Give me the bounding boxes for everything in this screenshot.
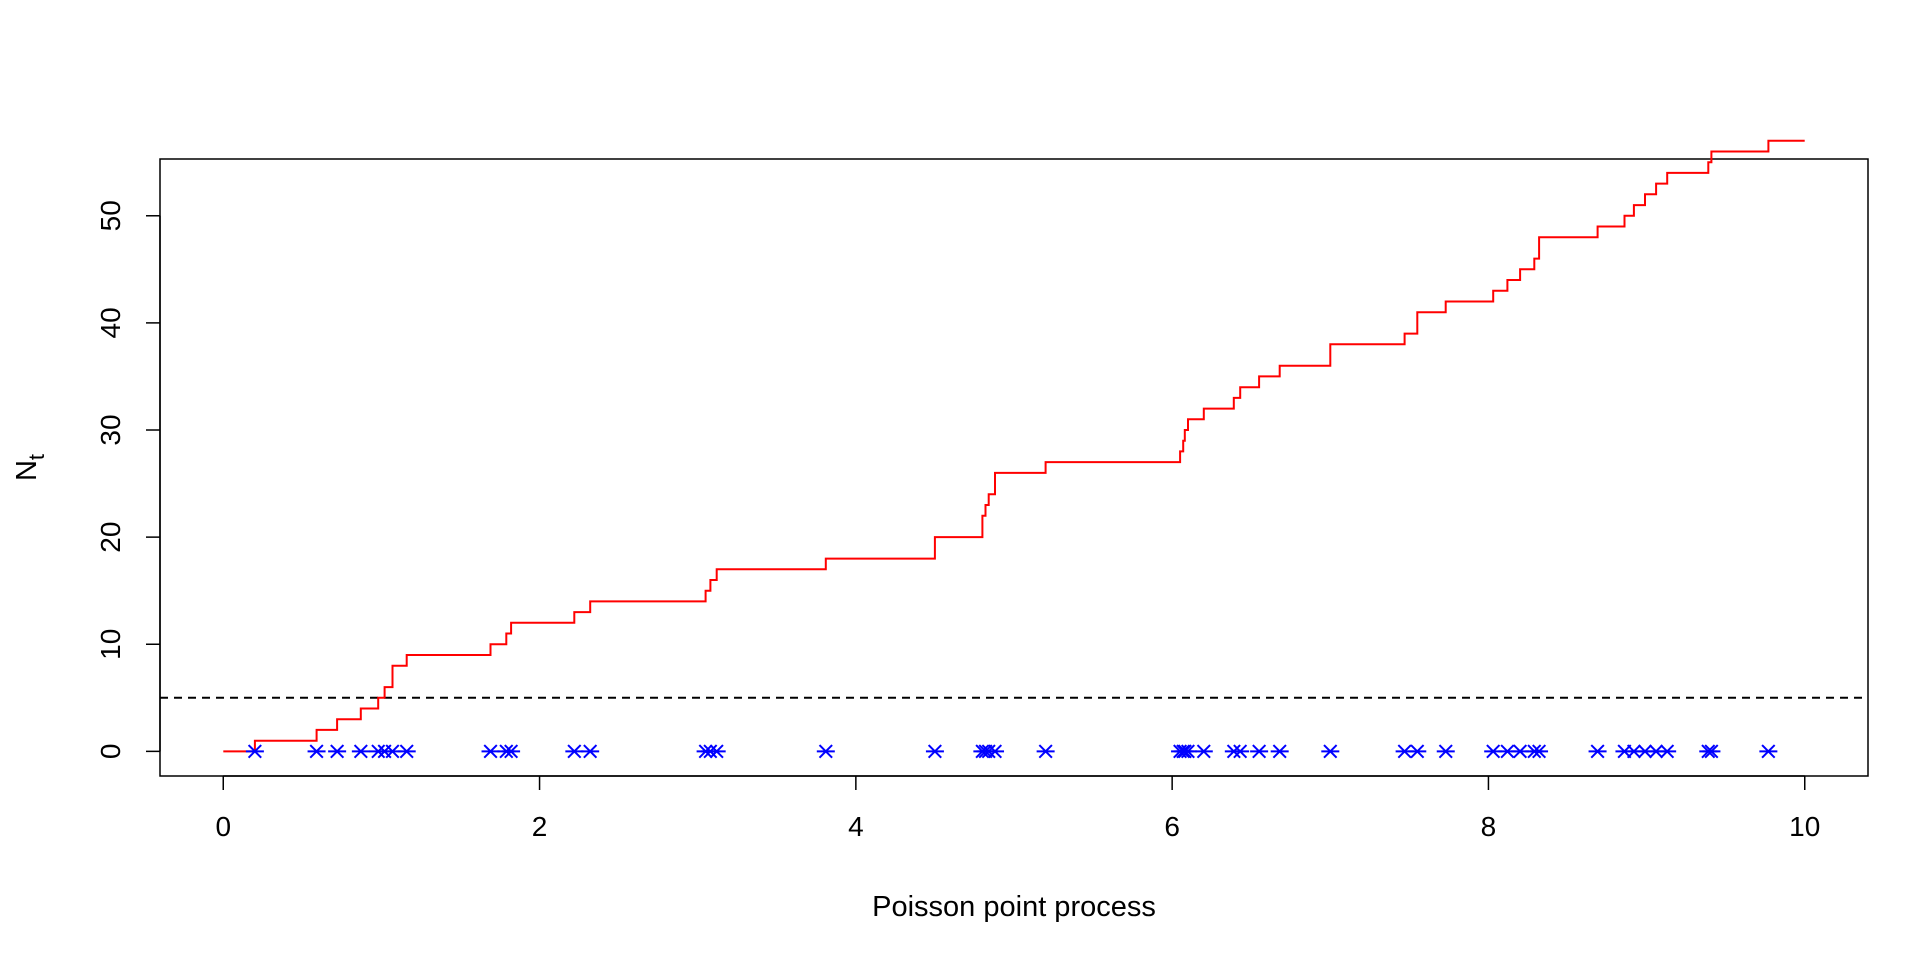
event-marker (925, 744, 944, 759)
x-tick-label: 8 (1481, 811, 1497, 842)
y-tick-label: 0 (95, 744, 126, 760)
event-marker (1436, 744, 1455, 759)
x-tick-label: 0 (215, 811, 231, 842)
event-marker (1530, 744, 1549, 759)
event-marker (1702, 744, 1721, 759)
event-marker (1408, 744, 1427, 759)
event-marker (1321, 744, 1340, 759)
event-marker (1231, 744, 1250, 759)
y-tick-label: 30 (95, 414, 126, 445)
event-marker (502, 744, 521, 759)
x-tick-label: 2 (532, 811, 548, 842)
x-axis-title: Poisson point process (872, 891, 1156, 923)
event-marker (986, 744, 1005, 759)
y-axis-title-subscript: t (24, 454, 49, 460)
event-marker (245, 744, 264, 759)
event-marker (816, 744, 835, 759)
event-marker (581, 744, 600, 759)
x-axis: 0 2 4 6 8 10 (215, 775, 1820, 842)
event-marker (1178, 744, 1197, 759)
x-tick-label: 4 (848, 811, 864, 842)
y-axis-title-main: N (11, 460, 43, 481)
event-marker (397, 744, 416, 759)
event-marker (1588, 744, 1607, 759)
step-line-nt (223, 139, 1805, 753)
x-tick-label: 10 (1789, 811, 1820, 842)
event-marker (1194, 744, 1213, 759)
event-marker (1250, 744, 1269, 759)
event-marker (1036, 744, 1055, 759)
y-tick-label: 50 (95, 200, 126, 231)
event-marker (707, 744, 726, 759)
event-marker (1759, 744, 1778, 759)
event-marker (351, 744, 370, 759)
y-tick-label: 40 (95, 307, 126, 338)
event-marker (307, 744, 326, 759)
event-marker (1658, 744, 1677, 759)
y-axis: 0 10 20 30 40 50 (95, 200, 161, 760)
event-marker (481, 744, 500, 759)
x-tick-label: 6 (1164, 811, 1180, 842)
event-marker (565, 744, 584, 759)
y-axis-title: Nt (11, 454, 49, 481)
y-tick-label: 10 (95, 629, 126, 660)
event-markers (245, 744, 1778, 759)
event-marker (328, 744, 347, 759)
y-tick-label: 20 (95, 522, 126, 553)
plot-frame (159, 158, 1869, 777)
event-marker (1270, 744, 1289, 759)
